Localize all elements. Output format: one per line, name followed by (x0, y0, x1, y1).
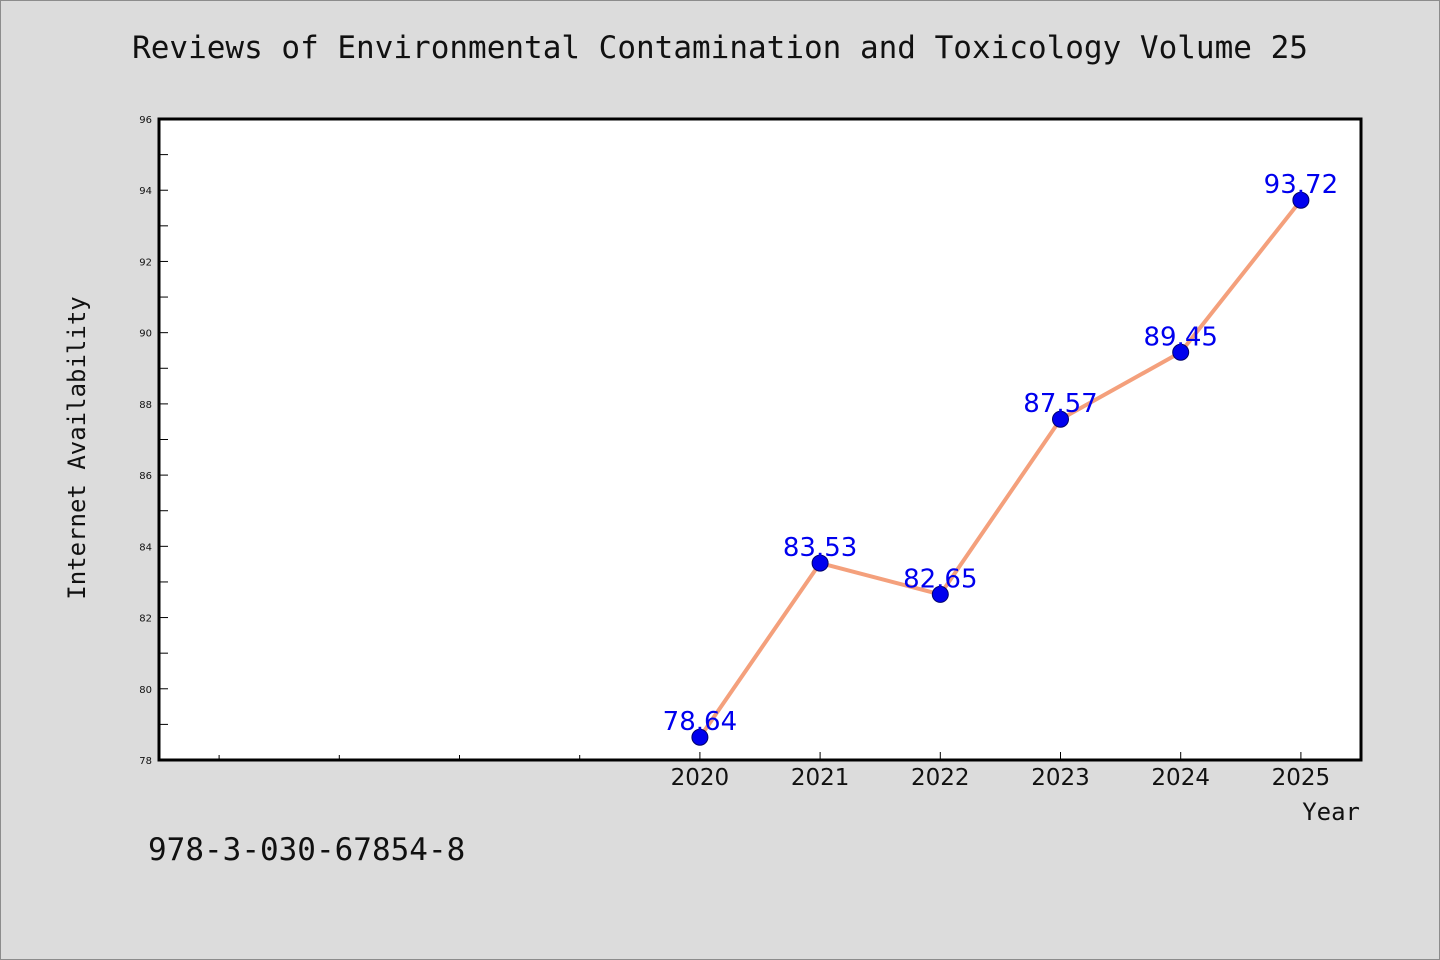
data-label: 87.57 (1023, 389, 1097, 419)
x-tick-label: 2023 (1031, 765, 1090, 791)
y-tick-label: 96 (139, 115, 152, 126)
y-tick-label: 90 (139, 329, 152, 340)
series-points (691, 191, 1310, 746)
data-point (811, 554, 829, 572)
y-axis-label: Internet Availability (63, 296, 91, 599)
plot-area (157, 117, 1363, 762)
isbn-footer: 978-3-030-67854-8 (148, 832, 466, 868)
x-axis-ticks: 2020 2021 2022 2023 2024 2025 (218, 752, 1331, 791)
y-tick-label: 94 (139, 186, 152, 197)
y-tick-label: 82 (139, 614, 152, 625)
data-labels: 78.64 83.53 82.65 87.57 89.45 93.72 (663, 170, 1338, 737)
x-tick-label: 2022 (911, 765, 970, 791)
data-label: 78.64 (663, 707, 737, 737)
data-point (691, 728, 709, 746)
data-label: 93.72 (1264, 170, 1338, 200)
data-label: 89.45 (1143, 322, 1217, 352)
data-point (1292, 191, 1310, 209)
y-tick-label: 86 (139, 471, 152, 482)
series-line (697, 198, 1303, 740)
x-tick-label: 2024 (1151, 765, 1210, 791)
data-label: 82.65 (903, 564, 977, 594)
data-point (931, 585, 949, 603)
y-tick-label: 80 (139, 685, 152, 696)
x-axis-label: Year (1302, 798, 1360, 826)
x-tick-label: 2025 (1272, 765, 1331, 791)
y-tick-label: 84 (139, 542, 152, 553)
chart-title: Reviews of Environmental Contamination a… (132, 30, 1308, 66)
y-tick-label: 78 (139, 756, 152, 767)
data-point (1052, 410, 1069, 428)
data-point (1172, 343, 1190, 361)
y-tick-label: 92 (139, 257, 152, 268)
x-tick-label: 2021 (791, 765, 850, 791)
series-lines (697, 198, 1303, 740)
y-axis-ticks: 78 80 82 84 86 88 90 92 94 96 (139, 115, 168, 767)
x-tick-label: 2020 (671, 765, 730, 791)
y-tick-label: 88 (139, 400, 152, 411)
data-label: 83.53 (783, 533, 857, 563)
